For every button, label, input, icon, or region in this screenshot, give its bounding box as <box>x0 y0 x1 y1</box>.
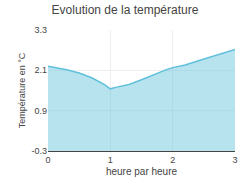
svg-text:2: 2 <box>170 155 175 165</box>
svg-text:heure par heure: heure par heure <box>106 166 178 177</box>
svg-text:3: 3 <box>232 155 237 165</box>
svg-text:0: 0 <box>45 155 50 165</box>
svg-text:Température en °C: Température en °C <box>17 52 27 128</box>
svg-text:1: 1 <box>108 155 113 165</box>
svg-text:3.3: 3.3 <box>34 25 47 35</box>
svg-text:-0.3: -0.3 <box>31 146 47 156</box>
svg-text:Evolution de la température: Evolution de la température <box>52 3 199 17</box>
svg-text:2.1: 2.1 <box>34 65 47 75</box>
svg-text:0.9: 0.9 <box>34 106 47 116</box>
